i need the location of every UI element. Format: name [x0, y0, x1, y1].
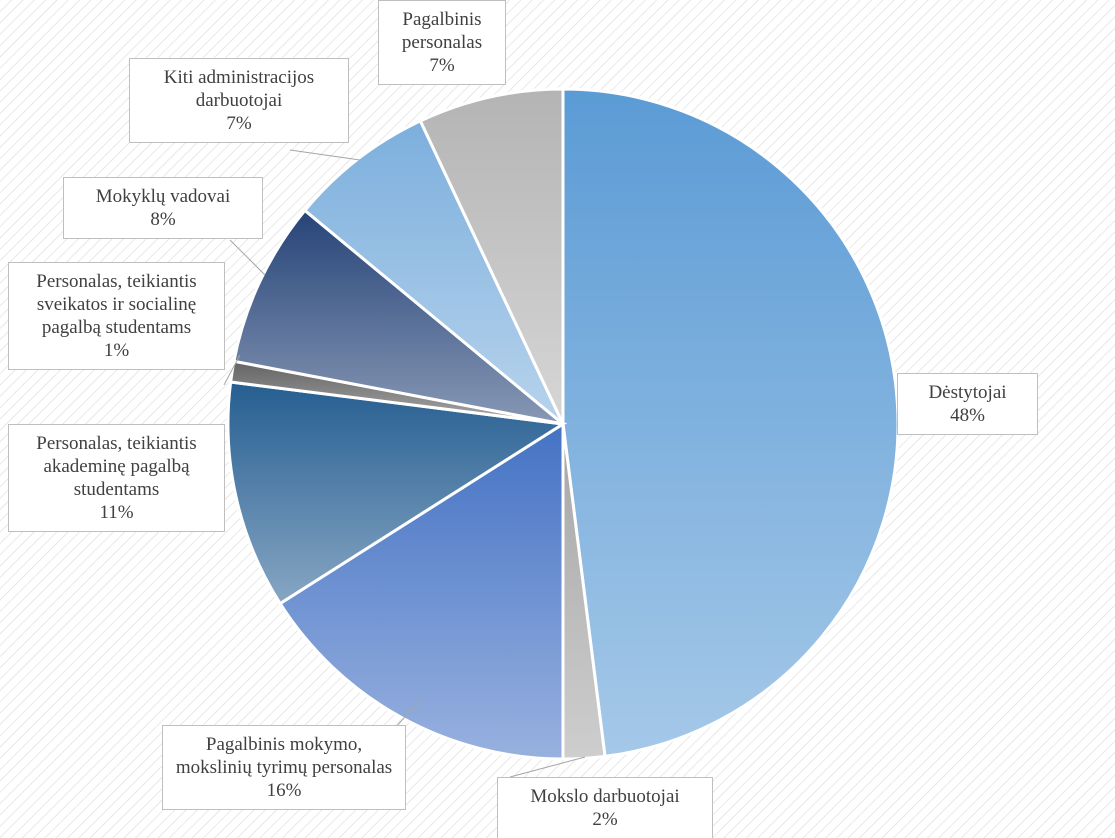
data-label: Mokyklų vadovai 8%	[63, 177, 263, 239]
data-label: Kiti administracijos darbuotojai 7%	[129, 58, 349, 143]
label-value: 48%	[950, 405, 985, 426]
pie-slice	[278, 421, 565, 761]
label-value: 8%	[150, 209, 176, 230]
label-value: 7%	[429, 55, 455, 76]
label-value: 2%	[592, 809, 618, 830]
leader-line	[223, 354, 241, 386]
pie-slice	[418, 87, 565, 425]
label-category: Pagalbinis personalas	[401, 9, 483, 53]
label-category: Dėstytojai	[928, 382, 1007, 403]
label-value: 1%	[103, 340, 130, 361]
leader-line	[289, 149, 361, 161]
leader-line	[394, 699, 421, 729]
label-value: 16%	[266, 780, 302, 801]
data-label: Mokslo darbuotojai 2%	[497, 777, 713, 838]
label-value: 11%	[99, 502, 134, 523]
pie-slice	[226, 380, 568, 606]
pie-slice	[232, 208, 564, 426]
label-category: Personalas, teikiantis akademinę pagalbą…	[36, 433, 197, 500]
label-value: 7%	[226, 113, 252, 134]
label-category: Personalas, teikiantis sveikatos ir soci…	[36, 271, 197, 338]
label-category: Mokslo darbuotojai	[530, 786, 680, 807]
label-category: Mokyklų vadovai	[95, 186, 231, 207]
label-category: Kiti administracijos darbuotojai	[163, 67, 315, 111]
label-category: Pagalbinis mokymo, mokslinių tyrimų pers…	[175, 734, 393, 778]
leader-line	[229, 239, 266, 276]
data-label: Pagalbinis mokymo, mokslinių tyrimų pers…	[162, 725, 406, 810]
data-label: Pagalbinis personalas 7%	[378, 0, 506, 85]
data-label: Dėstytojai 48%	[897, 373, 1038, 435]
data-label: Personalas, teikiantis akademinę pagalbą…	[8, 424, 225, 532]
leader-lines	[223, 149, 586, 778]
leader-line	[509, 756, 586, 778]
data-label: Personalas, teikiantis sveikatos ir soci…	[8, 262, 225, 370]
slices	[226, 87, 900, 761]
